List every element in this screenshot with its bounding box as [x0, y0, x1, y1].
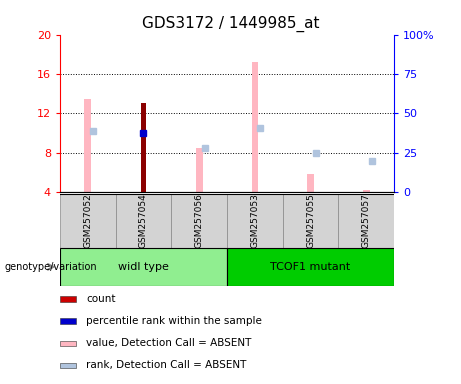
- Text: value, Detection Call = ABSENT: value, Detection Call = ABSENT: [86, 338, 251, 348]
- Bar: [307, 174, 314, 192]
- Bar: [60, 296, 76, 302]
- Text: GDS3172 / 1449985_at: GDS3172 / 1449985_at: [142, 15, 319, 31]
- Text: GSM257056: GSM257056: [195, 194, 204, 248]
- Bar: [196, 148, 202, 192]
- Text: percentile rank within the sample: percentile rank within the sample: [86, 316, 262, 326]
- Text: widl type: widl type: [118, 262, 169, 272]
- Bar: [252, 62, 258, 192]
- Text: GSM257052: GSM257052: [83, 194, 92, 248]
- Bar: [60, 194, 116, 248]
- Bar: [363, 190, 370, 192]
- Bar: [116, 194, 171, 248]
- Text: GSM257055: GSM257055: [306, 194, 315, 248]
- Bar: [60, 341, 76, 346]
- Bar: [338, 194, 394, 248]
- Text: GSM257053: GSM257053: [250, 194, 260, 248]
- Bar: [141, 103, 146, 192]
- Bar: [60, 318, 76, 324]
- Text: genotype/variation: genotype/variation: [5, 262, 97, 272]
- Bar: [171, 194, 227, 248]
- Bar: [227, 194, 283, 248]
- Bar: [283, 194, 338, 248]
- Text: GSM257057: GSM257057: [362, 194, 371, 248]
- Bar: [60, 362, 76, 368]
- Text: GSM257054: GSM257054: [139, 194, 148, 248]
- Text: count: count: [86, 294, 116, 304]
- Bar: [84, 99, 91, 192]
- Bar: [227, 248, 394, 286]
- Bar: [60, 248, 227, 286]
- Text: TCOF1 mutant: TCOF1 mutant: [271, 262, 351, 272]
- Text: rank, Detection Call = ABSENT: rank, Detection Call = ABSENT: [86, 360, 246, 370]
